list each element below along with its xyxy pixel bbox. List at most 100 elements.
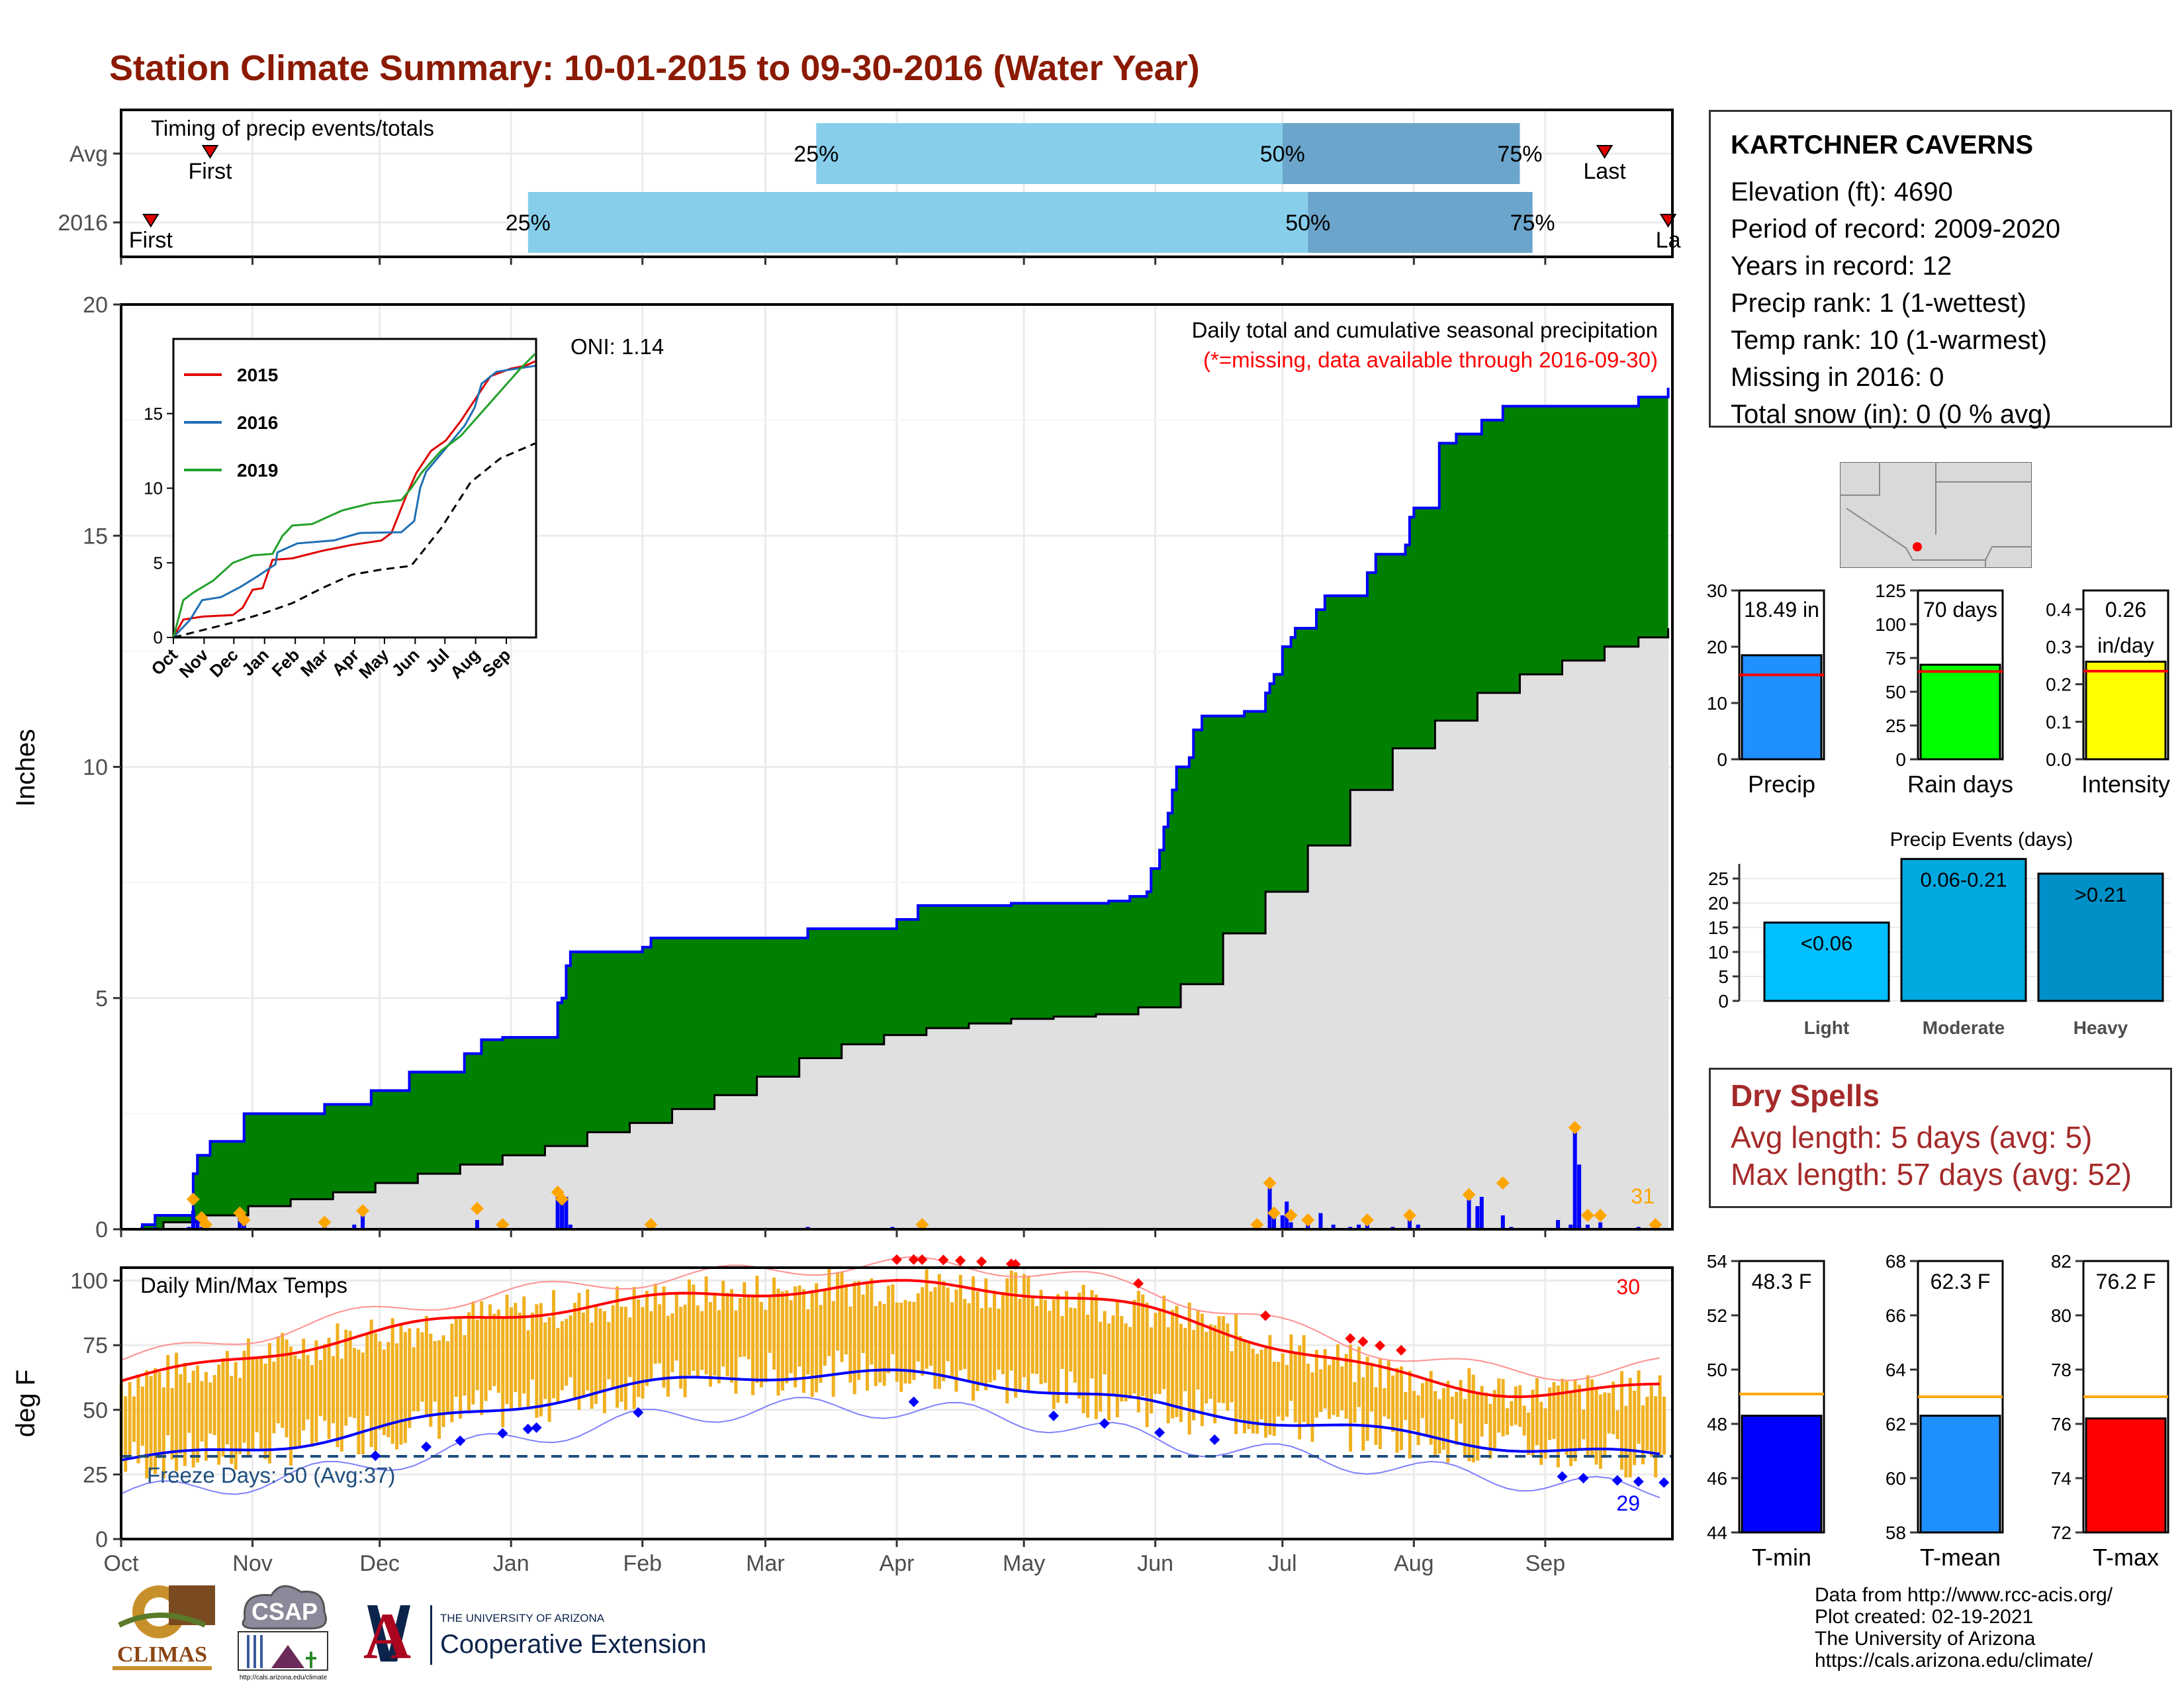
y-tick-label: 10 (83, 755, 108, 780)
daily-temp-bar (480, 1301, 484, 1415)
daily-temp-bar (577, 1293, 581, 1410)
record-low-marker (1633, 1476, 1644, 1487)
daily-temp-bar (560, 1321, 564, 1391)
daily-temp-bar (445, 1341, 449, 1413)
daily-temp-bar (348, 1331, 352, 1417)
daily-temp-bar (1408, 1370, 1412, 1459)
daily-temp-bar (848, 1306, 852, 1383)
daily-temp-bar (1014, 1272, 1018, 1398)
daily-temp-bar (1633, 1390, 1637, 1466)
station-elevation: Elevation (ft): 4690 (1731, 177, 1953, 207)
tmax-chart: 72 74 76 78 80 82 76.2 F T-max (2051, 1251, 2169, 1571)
daily-temp-bar (1162, 1295, 1166, 1389)
record-marker (1496, 1176, 1510, 1190)
record-marker (1580, 1209, 1594, 1223)
inset-y-tick-label: 15 (144, 404, 163, 424)
daily-temp-bar (1535, 1378, 1539, 1446)
daily-temp-bar (259, 1356, 263, 1450)
daily-temp-bar (637, 1299, 641, 1397)
daily-temp-bar (581, 1312, 585, 1399)
daily-temp-bar (1624, 1405, 1628, 1478)
bar-y-tick-label: 64 (1886, 1360, 1906, 1380)
daily-precip-bar (1407, 1215, 1412, 1229)
bar-value-label: 18.49 in (1744, 598, 1819, 622)
daily-temp-bar (1226, 1323, 1230, 1411)
daily-temp-bar (730, 1289, 734, 1383)
daily-temp-bar (1607, 1393, 1611, 1434)
daily-temp-bar (1069, 1307, 1073, 1372)
daily-temp-bar (535, 1304, 539, 1418)
daily-temp-bar (1399, 1366, 1403, 1450)
daily-temp-bar (124, 1396, 128, 1472)
record-low-marker (497, 1428, 508, 1439)
daily-temp-bar (764, 1309, 768, 1382)
daily-temp-bar (865, 1282, 869, 1391)
ua-logo-a: A (363, 1599, 411, 1673)
daily-temp-bar (679, 1307, 683, 1389)
daily-temp-bar (543, 1322, 547, 1399)
record-marker (1263, 1176, 1277, 1190)
daily-precip-bar (1318, 1213, 1323, 1229)
plot-title: Station Climate Summary: 10-01-2015 to 0… (109, 48, 1200, 88)
daily-temp-bar (1387, 1360, 1390, 1419)
events-y-tick-label: 10 (1708, 942, 1729, 962)
daily-temp-bar (903, 1299, 907, 1383)
timing-label-50: 50% (1260, 142, 1305, 167)
record-marker (1360, 1213, 1374, 1227)
bar-value-label: 48.3 F (1752, 1270, 1812, 1293)
daily-temp-bar (514, 1303, 518, 1393)
daily-temp-bar (895, 1302, 899, 1382)
record-min-line (120, 1397, 1661, 1499)
daily-temp-bar (840, 1272, 844, 1362)
daily-temp-bar (1056, 1294, 1060, 1403)
daily-temp-bar (374, 1333, 378, 1451)
events-y-tick-label: 0 (1718, 991, 1729, 1011)
record-marker (555, 1192, 569, 1206)
bar-y-tick-label: 75 (1886, 648, 1906, 669)
daily-temp-bar (208, 1382, 212, 1434)
daily-temp-bar (170, 1387, 174, 1460)
event-bar-label: 0.06-0.21 (1921, 868, 2007, 892)
inset-legend-label: 2016 (237, 412, 278, 433)
y-tick-label: 0 (95, 1527, 108, 1552)
precip-annotation-count: 31 (1631, 1184, 1655, 1208)
daily-temp-bar (225, 1350, 229, 1445)
daily-temp-bar (692, 1284, 696, 1371)
daily-temp-bar (1200, 1313, 1204, 1427)
daily-temp-bar (1238, 1336, 1242, 1420)
event-bar (1900, 858, 2027, 1002)
credit-source: Data from http://www.rcc-acis.org/ (1815, 1584, 2113, 1606)
freeze-days-label: Freeze Days: 50 (Avg:37) (147, 1463, 395, 1487)
daily-temp-bar (175, 1352, 179, 1472)
daily-temp-bar (1598, 1394, 1602, 1469)
daily-temp-bar (1471, 1374, 1475, 1463)
daily-temp-bar (988, 1307, 992, 1383)
logos: CLIMAS CSAP http://cals.arizona.edu/clim… (113, 1585, 706, 1681)
daily-precip-bar (1479, 1197, 1484, 1229)
daily-temp-bar (1293, 1354, 1297, 1423)
daily-temp-bar (586, 1289, 590, 1391)
daily-temp-bar (255, 1358, 259, 1432)
daily-temp-bar (1501, 1379, 1505, 1436)
daily-temp-bar (488, 1304, 492, 1391)
y-tick-label: 50 (83, 1398, 108, 1423)
record-marker (1594, 1209, 1608, 1223)
daily-temp-bar (946, 1288, 950, 1362)
rain-days-chart: 0 25 50 75 100 125 70 days Rain days (1875, 581, 2013, 798)
max-record-count: 30 (1616, 1275, 1640, 1299)
daily-temp-bar (314, 1340, 318, 1442)
record-low-marker (531, 1422, 542, 1433)
bar-y-tick-label: 50 (1707, 1360, 1727, 1380)
record-high-marker (917, 1254, 928, 1265)
daily-temp-bar (310, 1365, 314, 1447)
daily-temp-bar (212, 1375, 216, 1435)
first-marker (201, 145, 219, 159)
daily-temp-bar (1183, 1328, 1187, 1391)
daily-temp-bar (1654, 1396, 1658, 1478)
daily-temp-bar (797, 1285, 801, 1367)
daily-temp-bar (573, 1303, 577, 1401)
daily-temp-bar (454, 1319, 458, 1397)
daily-temp-bar (1645, 1396, 1649, 1451)
csap-logo-text: CSAP (251, 1598, 318, 1625)
daily-temp-bar (1476, 1391, 1480, 1461)
